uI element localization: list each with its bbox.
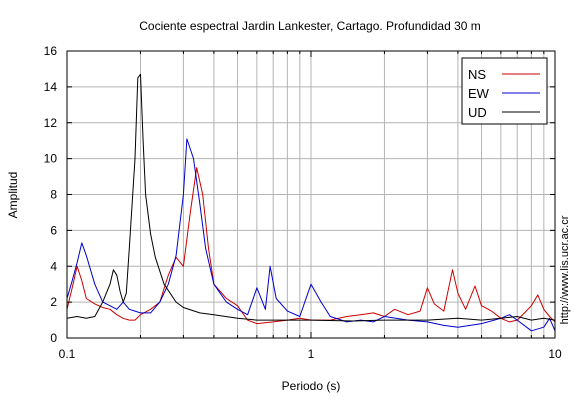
- chart-title: Cociente espectral Jardin Lankester, Car…: [139, 19, 481, 33]
- legend-label-ud: UD: [468, 105, 487, 120]
- y-axis-label: Amplitud: [6, 172, 20, 219]
- y-tick-label: 8: [50, 188, 57, 202]
- y-tick-label: 0: [50, 331, 57, 345]
- legend-box: [461, 57, 548, 125]
- x-tick-label: 10: [548, 347, 562, 361]
- y-tick-label: 12: [44, 116, 58, 130]
- x-tick-label: 1: [308, 347, 315, 361]
- credit-url: http://www.lis.ucr.ac.cr: [559, 215, 571, 324]
- series-layer: [66, 73, 556, 332]
- y-tick-label: 10: [44, 152, 58, 166]
- y-tick-label: 4: [50, 259, 57, 273]
- y-tick-label: 14: [44, 80, 58, 94]
- series-line-ew: [66, 138, 556, 332]
- series-line-ud: [66, 73, 556, 322]
- y-tick-label: 16: [44, 44, 58, 58]
- legend-label-ns: NS: [468, 67, 486, 82]
- legend: NS EW UD: [461, 57, 548, 125]
- y-tick-label: 2: [50, 295, 57, 309]
- y-tick-label: 6: [50, 223, 57, 237]
- legend-label-ew: EW: [468, 86, 490, 101]
- x-axis-label: Periodo (s): [282, 379, 341, 393]
- tick-labels: 0 2 4 6 8 10 12 14 16 0.1 1 10: [44, 44, 562, 361]
- axis-ticks: [66, 50, 556, 339]
- x-tick-label: 0.1: [59, 347, 76, 361]
